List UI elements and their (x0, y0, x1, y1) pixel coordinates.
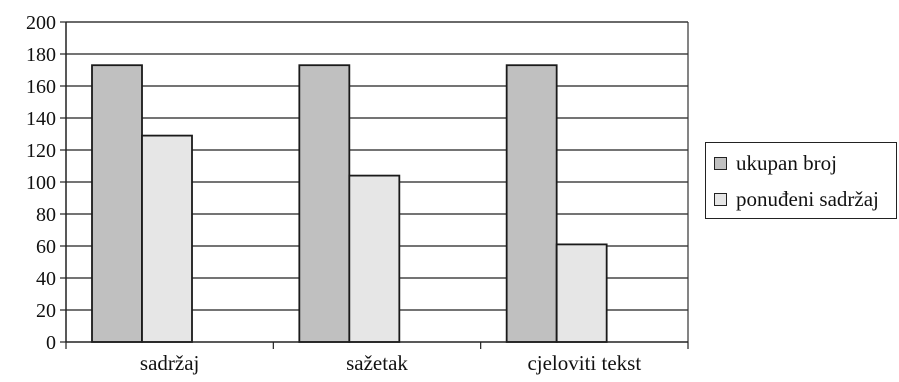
y-tick-label: 40 (36, 268, 56, 290)
bar-ponudeni-sadrzaj (141, 134, 193, 343)
bar-ukupan-broj (505, 64, 558, 343)
y-tick-labels: 0 20 40 60 80 100 120 140 160 180 200 (26, 12, 56, 354)
bar-ponudeni-sadrzaj (555, 243, 608, 343)
bars (91, 64, 608, 343)
legend: ukupan broj ponuđeni sadržaj (705, 142, 897, 219)
y-tick-label: 120 (26, 140, 56, 162)
legend-swatch-ukupan-broj (714, 157, 727, 170)
y-tick-label: 180 (26, 44, 56, 66)
legend-swatch-ponudeni-sadrzaj (714, 193, 727, 206)
y-tick-label: 60 (36, 236, 56, 258)
y-tick-label: 160 (26, 76, 56, 98)
x-tick-label: cjeloviti tekst (527, 351, 641, 375)
legend-item-ponudeni-sadrzaj: ponuđeni sadržaj (714, 187, 879, 212)
legend-label-ponudeni-sadrzaj: ponuđeni sadržaj (736, 187, 879, 211)
x-tick-label: sažetak (346, 351, 408, 375)
y-tick-label: 20 (36, 300, 56, 322)
bar-ukupan-broj (91, 64, 143, 343)
x-tick-label: sadržaj (140, 351, 199, 375)
legend-item-ukupan-broj: ukupan broj (714, 151, 837, 176)
y-tick-label: 100 (26, 172, 56, 194)
legend-label-ukupan-broj: ukupan broj (736, 151, 837, 175)
x-tick-labels: sadržaj sažetak cjeloviti tekst (140, 351, 641, 375)
y-tick-label: 0 (46, 332, 56, 354)
bar-ukupan-broj (298, 64, 351, 343)
y-tick-label: 200 (26, 12, 56, 34)
axes (60, 21, 689, 349)
y-tick-label: 80 (36, 204, 56, 226)
y-tick-label: 140 (26, 108, 56, 130)
bar-ponudeni-sadrzaj (348, 174, 401, 343)
